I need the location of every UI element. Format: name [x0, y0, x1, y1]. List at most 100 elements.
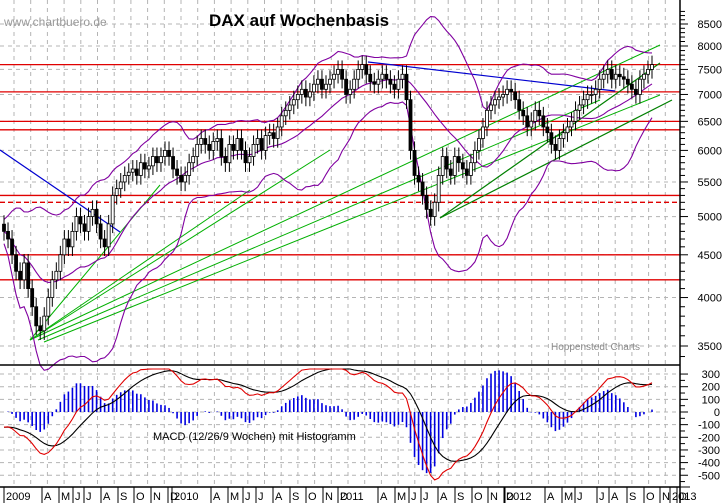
candle: [263, 135, 268, 151]
candle: [601, 73, 606, 80]
macd-tick-label: -400: [698, 458, 720, 470]
candle: [609, 69, 614, 80]
candle: [424, 195, 429, 210]
candle: [360, 64, 365, 70]
candle: [537, 109, 542, 117]
candle: [62, 238, 67, 256]
candle: [251, 144, 256, 157]
candle: [255, 138, 260, 145]
candle: [267, 132, 272, 136]
candle: [340, 69, 344, 80]
candle: [412, 149, 417, 176]
candle: [163, 149, 167, 157]
time-tick-label: M: [61, 491, 70, 503]
candle: [621, 76, 626, 80]
macd-tick-label: 200: [702, 382, 720, 394]
time-tick-label: D: [170, 491, 178, 503]
candle: [585, 94, 590, 101]
candle: [561, 132, 566, 139]
candle: [219, 138, 224, 157]
candle: [368, 73, 373, 83]
candle: [231, 144, 236, 151]
time-tick-label: A: [103, 491, 111, 503]
candle: [646, 69, 650, 75]
price-tick-label: 4000: [698, 293, 722, 305]
price-tick-label: 8000: [698, 41, 722, 53]
candle: [227, 144, 232, 164]
candle: [468, 162, 473, 176]
candle: [605, 69, 610, 75]
candle: [477, 138, 481, 151]
macd-tick-label: 300: [702, 369, 720, 381]
candle: [432, 201, 437, 217]
candle: [126, 171, 131, 176]
macd-tick-label: -500: [698, 470, 720, 482]
candle: [22, 262, 27, 281]
candle: [38, 325, 43, 332]
candle: [513, 91, 518, 101]
downtrend-line: [0, 149, 121, 233]
candlesticks: [2, 55, 654, 340]
price-tick-label: 6000: [698, 145, 722, 157]
time-tick-label: A: [440, 491, 448, 503]
price-tick-label: 3500: [698, 341, 722, 353]
candle: [617, 73, 622, 78]
candle: [629, 83, 634, 90]
candle: [352, 78, 357, 90]
candle: [98, 223, 103, 240]
time-tick-label: S: [457, 491, 464, 503]
candle: [408, 99, 413, 151]
candle: [481, 126, 485, 139]
candle: [529, 120, 534, 128]
candle: [485, 109, 489, 128]
candle: [303, 88, 308, 98]
candle: [549, 132, 554, 145]
candle: [50, 279, 55, 298]
candle: [199, 138, 204, 145]
time-tick-label: N: [153, 491, 161, 503]
candle: [452, 156, 457, 176]
time-tick-label: S: [292, 491, 299, 503]
candle: [436, 175, 441, 203]
candle: [66, 238, 71, 248]
time-tick-label: J: [423, 491, 429, 503]
time-tick-label: A: [611, 491, 619, 503]
candle: [283, 109, 288, 117]
candle: [247, 156, 252, 164]
time-tick-label: J: [75, 491, 81, 503]
time-tick-label: D: [506, 491, 514, 503]
support-resistance-lines: [0, 63, 680, 281]
candle: [328, 78, 332, 85]
candle: [569, 120, 574, 128]
candle: [642, 73, 646, 80]
candle: [332, 73, 336, 80]
time-tick-label: S: [629, 491, 636, 503]
candle: [577, 104, 582, 111]
candle: [456, 156, 461, 164]
candle: [533, 109, 538, 122]
candle: [90, 208, 95, 217]
candle: [557, 138, 562, 151]
candle: [299, 88, 304, 95]
candle: [271, 132, 276, 139]
price-tick-label: 7000: [698, 89, 722, 101]
candle: [553, 144, 558, 151]
macd-label: MACD (12/26/9 Wochen) mit Histogramm: [153, 431, 356, 443]
candle: [489, 104, 493, 111]
candle: [448, 168, 453, 176]
time-tick-label: N: [325, 491, 333, 503]
downtrend-line: [367, 61, 616, 92]
time-tick-label: N: [662, 491, 670, 503]
time-tick-label: M: [564, 491, 573, 503]
candle: [18, 270, 22, 281]
time-tick-label: 2011: [340, 491, 364, 503]
candle: [597, 78, 602, 90]
candle: [187, 162, 192, 176]
candle: [348, 88, 353, 95]
time-tick-label: 2012: [507, 491, 531, 503]
price-tick-label: 6500: [698, 116, 722, 128]
candle: [259, 138, 264, 151]
candle: [372, 81, 377, 85]
